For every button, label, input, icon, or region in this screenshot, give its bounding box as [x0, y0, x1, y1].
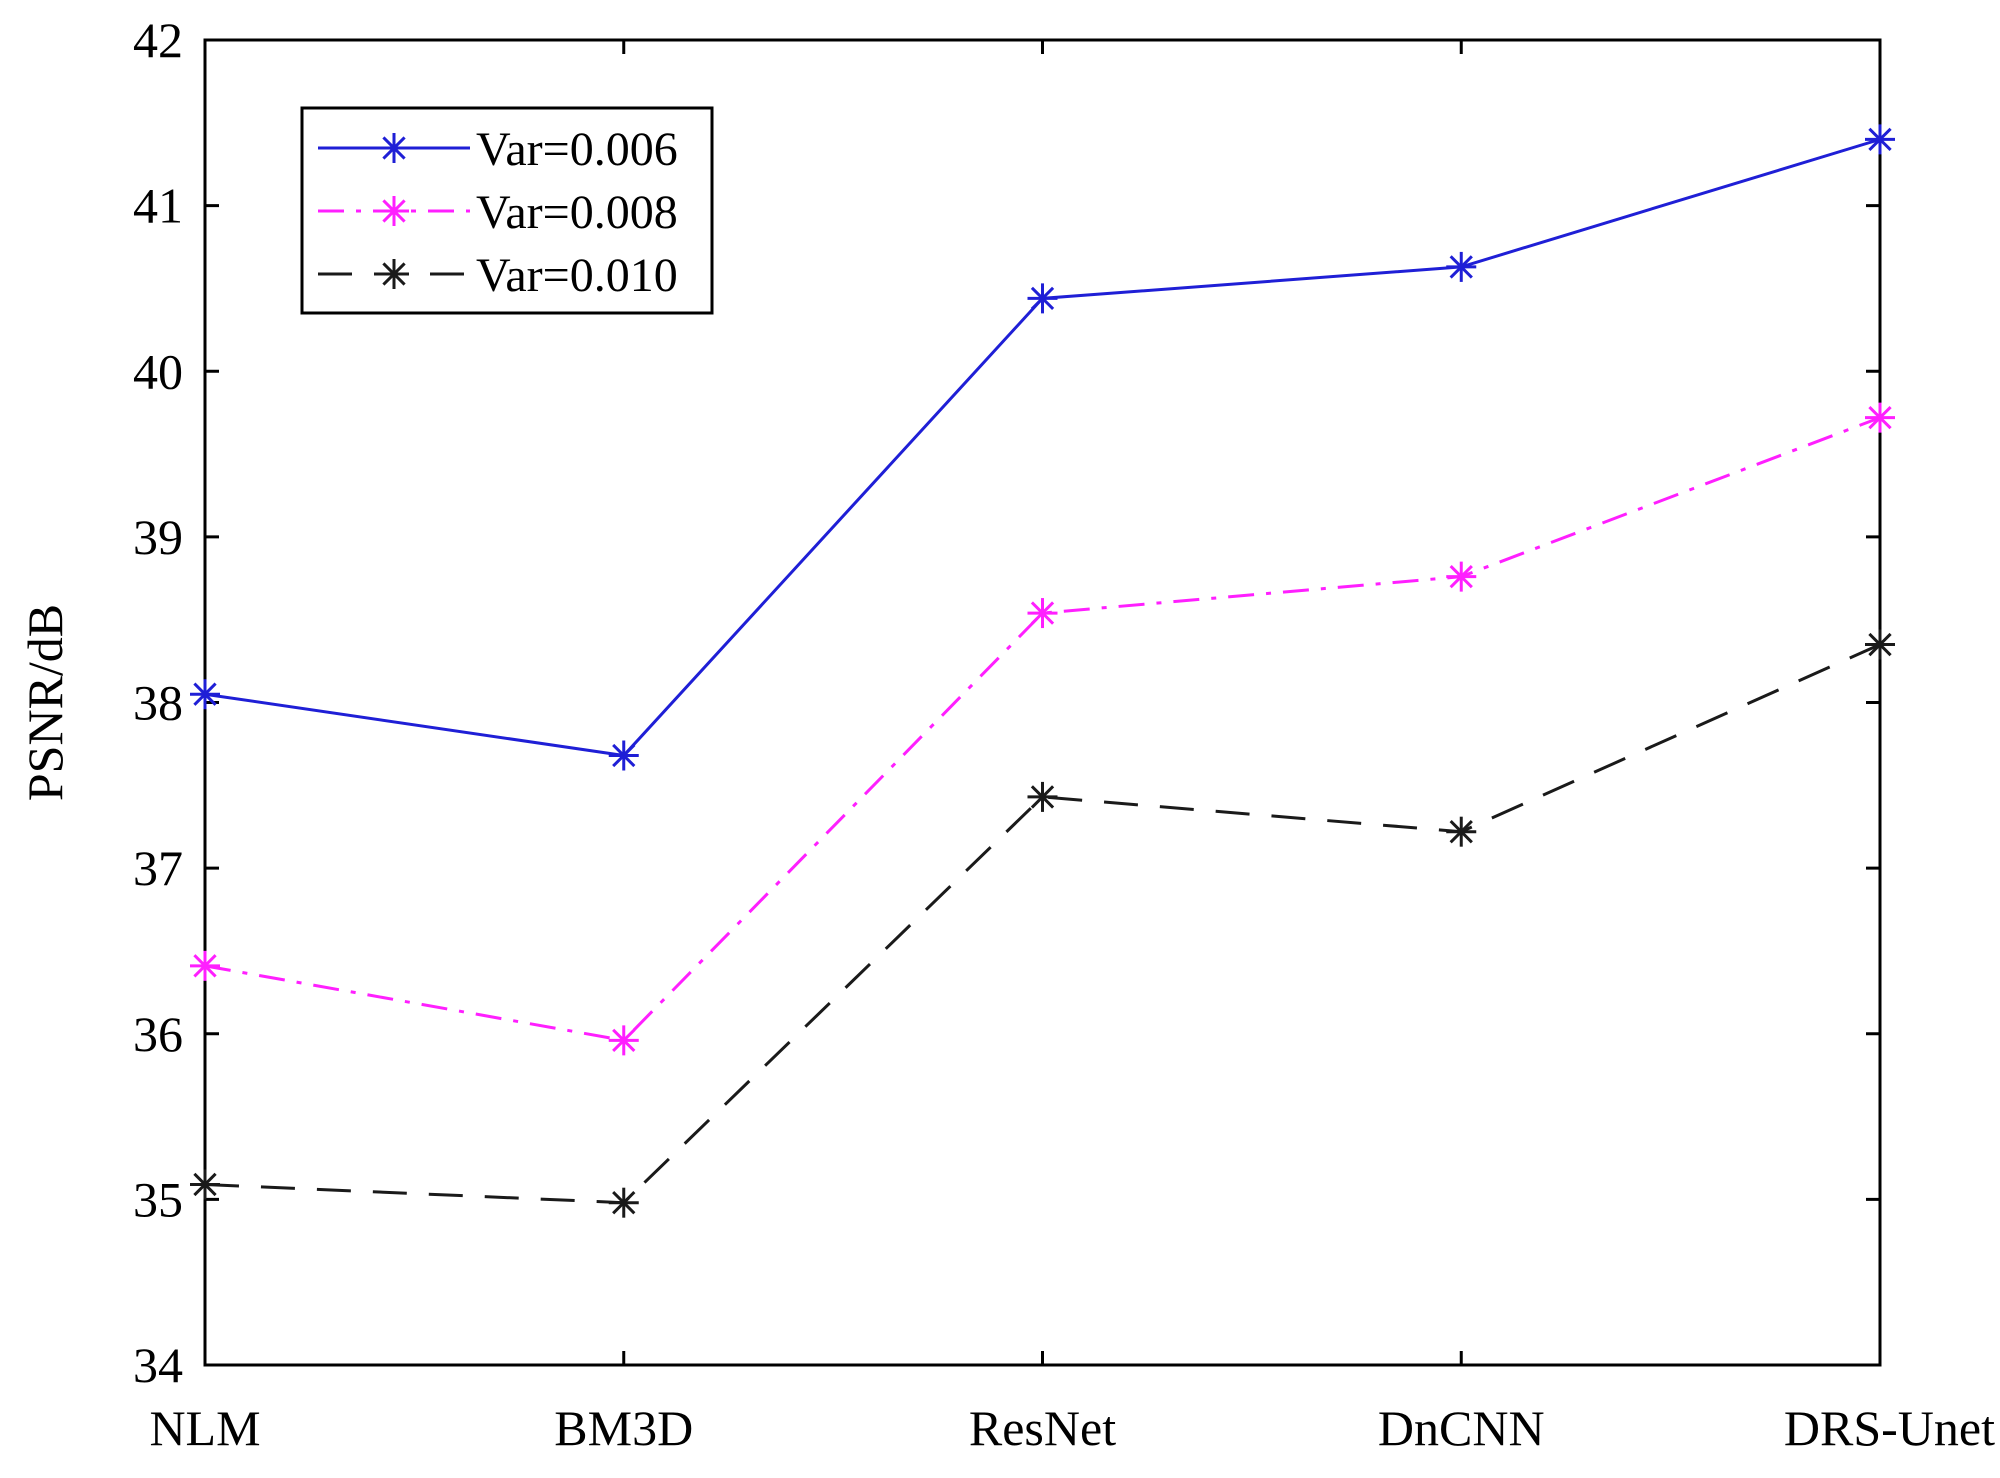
series-line	[204, 643, 1881, 1205]
data-point-marker	[190, 950, 220, 981]
data-point-marker	[608, 1025, 639, 1056]
legend-entry: Var=0.010	[318, 249, 678, 302]
series-line	[204, 416, 1881, 1042]
x-tick-label: BM3D	[554, 1400, 693, 1456]
data-point-marker	[1027, 781, 1058, 812]
y-tick-label: 41	[133, 178, 183, 234]
plot-series	[190, 124, 1895, 1218]
legend-label: Var=0.006	[476, 123, 678, 176]
data-point-marker	[1865, 124, 1895, 155]
x-tick-label: NLM	[149, 1400, 260, 1456]
y-tick-label: 34	[133, 1337, 183, 1393]
legend-marker	[379, 133, 409, 163]
legend-entry: Var=0.008	[318, 186, 678, 239]
series-3	[190, 629, 1895, 1218]
x-tick-label: DRS-Unet	[1784, 1400, 1995, 1456]
data-point-marker	[1865, 629, 1895, 660]
x-tick-label: DnCNN	[1378, 1400, 1545, 1456]
y-tick-label: 39	[133, 509, 183, 565]
legend-label: Var=0.008	[476, 186, 678, 239]
legend: Var=0.006 Var=0.008 Var=0.010	[300, 106, 714, 315]
legend-box	[300, 106, 714, 315]
data-point-marker	[1027, 598, 1058, 629]
legend-marker	[379, 196, 409, 226]
data-point-marker	[1446, 251, 1477, 282]
data-point-marker	[1446, 816, 1477, 847]
y-axis-title: PSNR/dB	[17, 604, 73, 801]
x-tick-label: ResNet	[969, 1400, 1116, 1456]
y-tick-label: 42	[133, 12, 183, 68]
data-point-marker	[1865, 402, 1895, 433]
legend-entry: Var=0.006	[318, 123, 678, 176]
axes: 34 35 36 37 38 39 40 41 42 NLM BM3D ResNet DnCNN DRS-…	[133, 12, 1995, 1456]
y-tick-label: 37	[133, 840, 183, 896]
y-tick-label: 36	[133, 1006, 183, 1062]
data-point-marker	[608, 1187, 639, 1218]
data-point-marker	[190, 1169, 220, 1200]
data-point-marker	[190, 679, 220, 710]
legend-label: Var=0.010	[476, 249, 678, 302]
data-point-marker	[608, 740, 639, 771]
y-tick-label: 38	[133, 675, 183, 731]
y-tick-label: 40	[133, 343, 183, 399]
y-tick-label: 35	[133, 1171, 183, 1227]
series-2	[190, 402, 1895, 1056]
legend-marker	[379, 259, 409, 289]
series-1	[190, 124, 1895, 771]
data-point-marker	[1027, 283, 1058, 314]
data-point-marker	[1446, 561, 1477, 592]
